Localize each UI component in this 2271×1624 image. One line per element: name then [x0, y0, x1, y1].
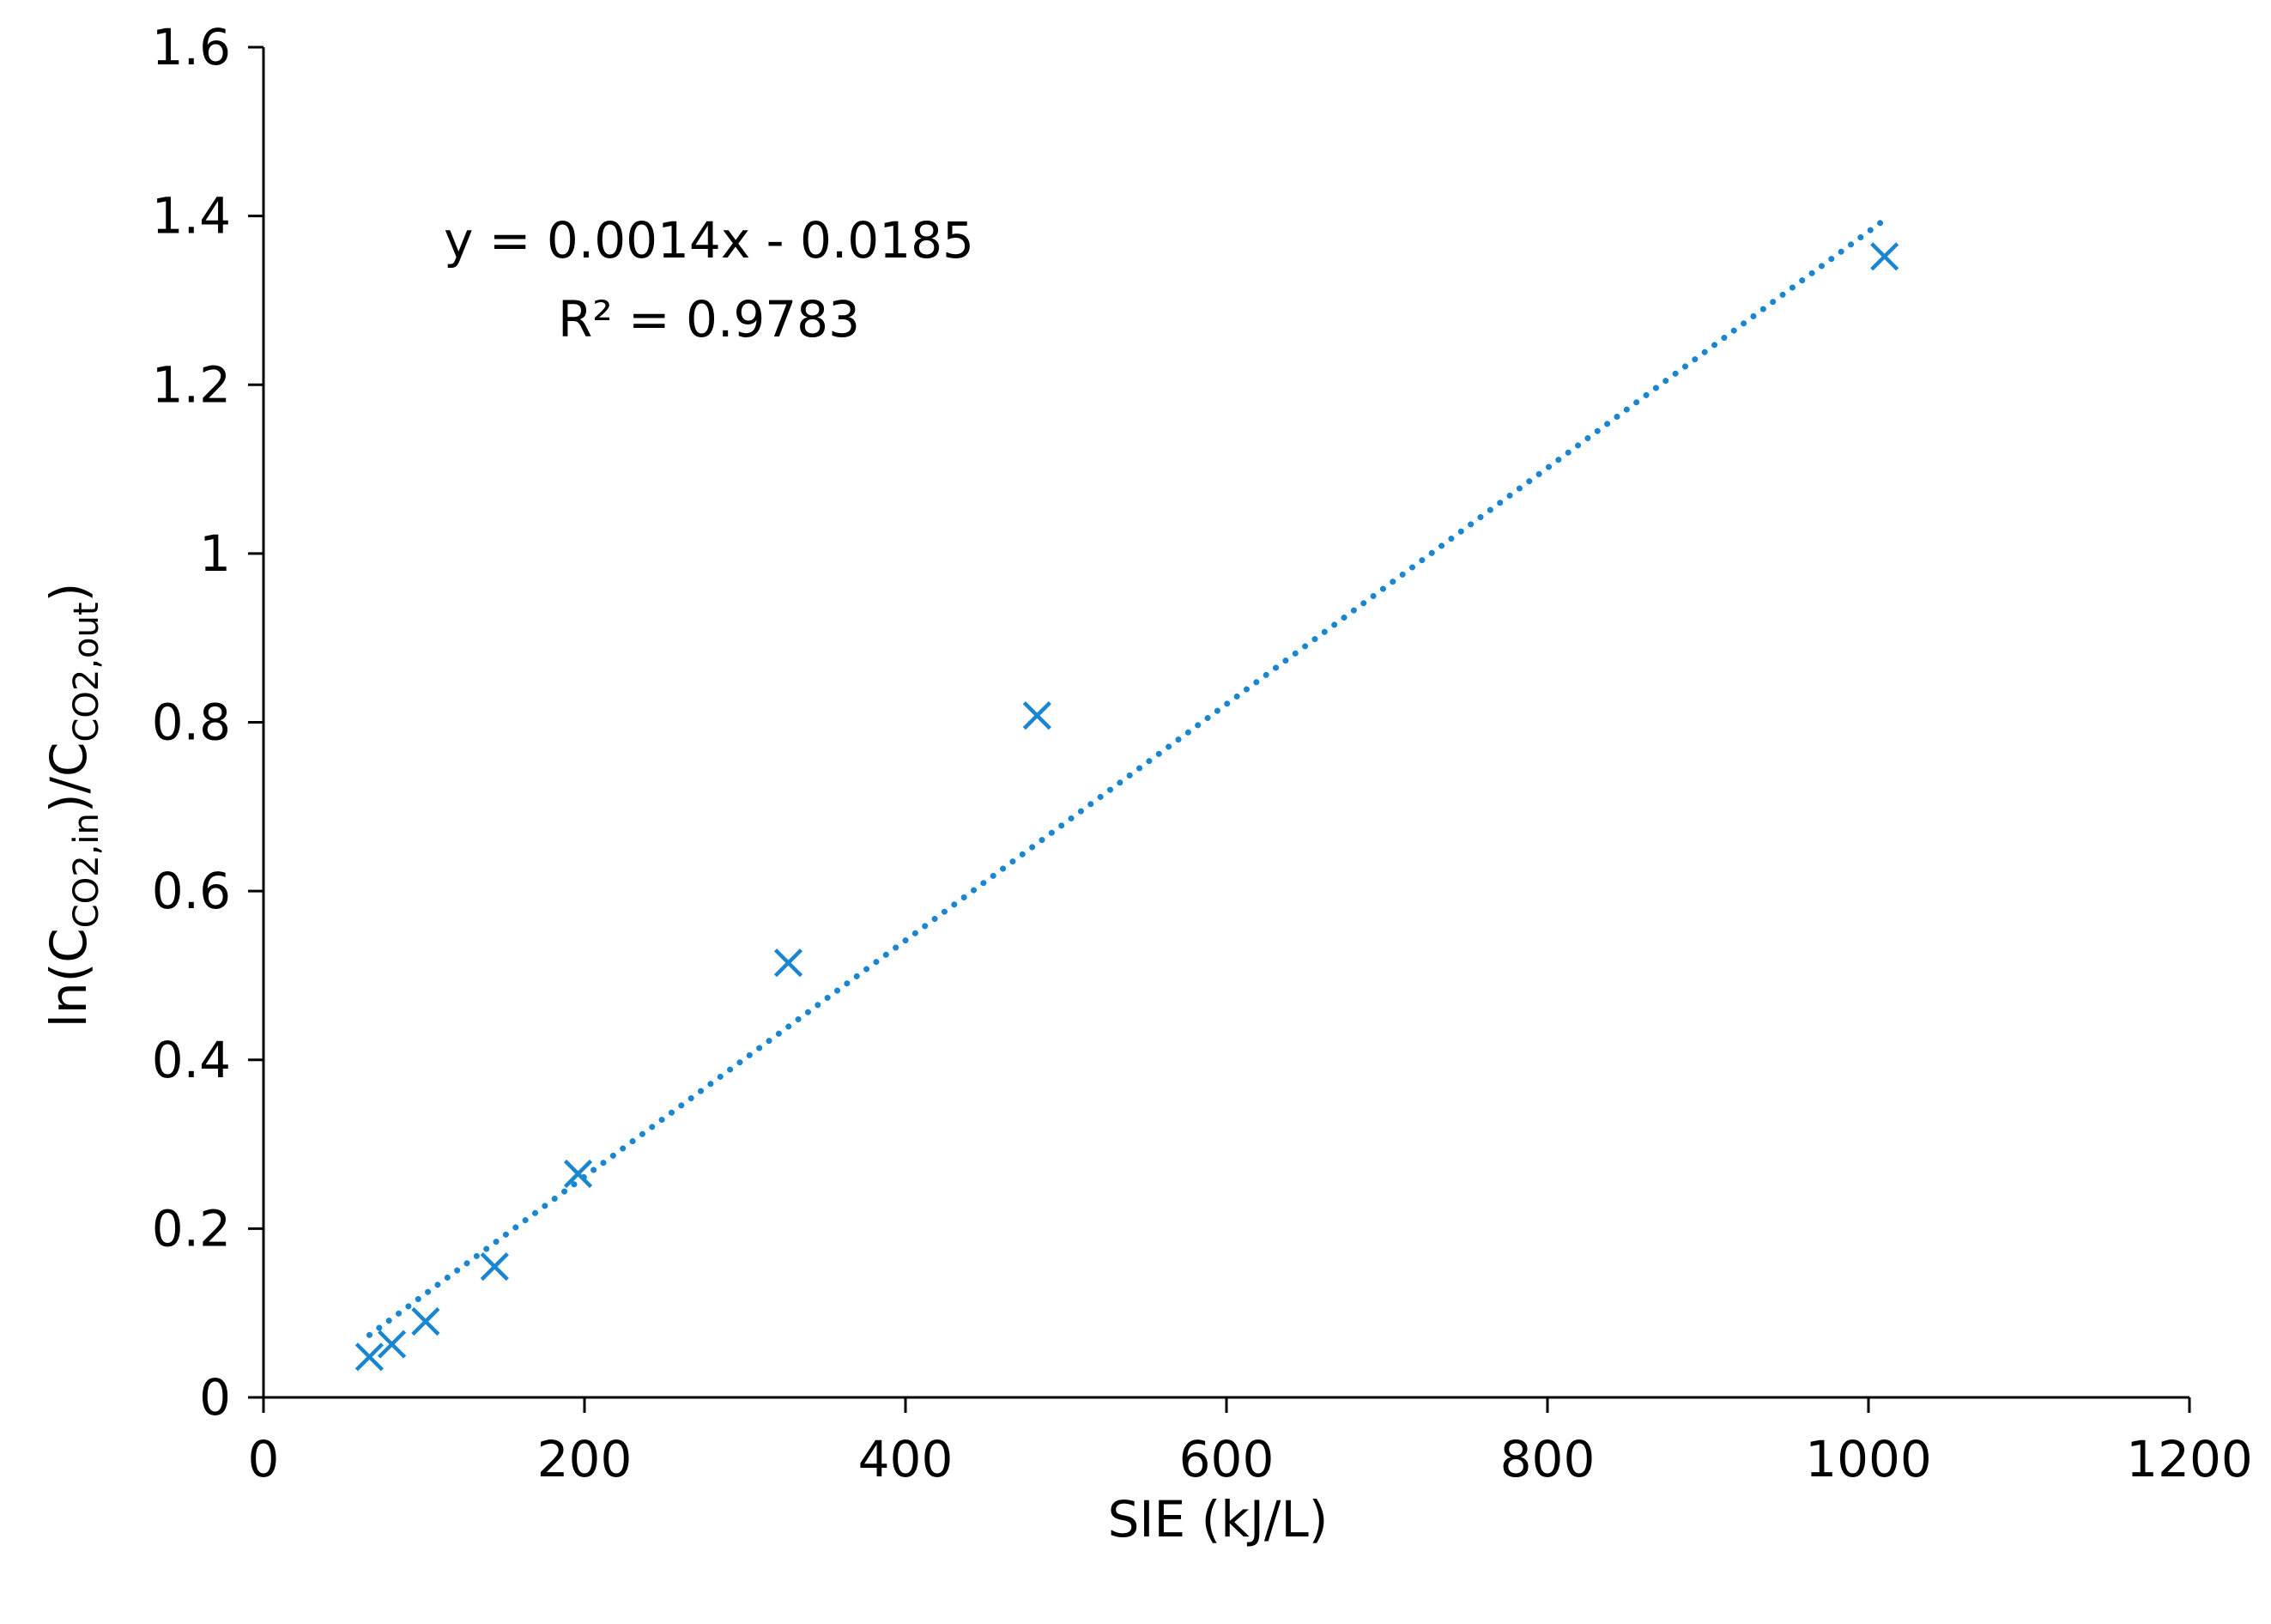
data-point	[354, 1342, 385, 1372]
y-tick-label: 0.8	[152, 694, 231, 752]
data-point	[563, 1159, 593, 1189]
trendline-equation: y = 0.0014x - 0.0185	[444, 211, 974, 270]
y-tick-label: 1.6	[152, 18, 231, 76]
trendline-r-squared: R² = 0.9783	[558, 290, 860, 348]
data-point-stroke	[354, 1342, 385, 1372]
y-tick-label: 0	[199, 1368, 231, 1427]
x-tick-label: 200	[537, 1430, 633, 1488]
data-point	[1870, 242, 1899, 271]
data-point-stroke	[411, 1306, 440, 1336]
data-point-stroke	[1022, 701, 1051, 730]
x-tick-label: 1200	[2126, 1430, 2253, 1488]
trendline-layer	[366, 216, 1888, 1338]
data-point-stroke	[378, 1330, 407, 1359]
x-axis-ticks: 0 200 400 600 800 1000 1200	[248, 1397, 2253, 1488]
data-point	[480, 1252, 509, 1282]
data-point	[1022, 701, 1051, 730]
data-points	[354, 242, 1899, 1372]
y-tick-label: 1.2	[152, 355, 231, 414]
trendline	[366, 216, 1888, 1338]
y-tick-label: 0.4	[152, 1031, 231, 1089]
data-point-stroke	[480, 1252, 509, 1282]
data-point-stroke	[773, 948, 803, 978]
x-axis-title: SIE (kJ/L)	[1108, 1490, 1329, 1548]
x-tick-label: 600	[1179, 1430, 1275, 1488]
x-tick-label: 1000	[1805, 1430, 1932, 1488]
data-point	[378, 1330, 407, 1359]
y-tick-label: 0.2	[152, 1199, 231, 1257]
y-axis-ticks: 0 0.2 0.4 0.6 0.8 1 1.2 1.4 1.6	[152, 18, 263, 1427]
data-point-stroke	[563, 1159, 593, 1189]
x-tick-label: 400	[858, 1430, 954, 1488]
y-axis-title: ln(CCO2,in)/CCO2,out)	[39, 583, 106, 1027]
data-point	[411, 1306, 440, 1336]
x-tick-label: 800	[1500, 1430, 1596, 1488]
data-point	[773, 948, 803, 978]
y-tick-label: 1.4	[152, 187, 231, 245]
y-tick-label: 1	[199, 524, 231, 583]
y-tick-label: 0.6	[152, 862, 231, 920]
x-tick-label: 0	[248, 1430, 280, 1488]
data-point-stroke	[1870, 242, 1899, 271]
